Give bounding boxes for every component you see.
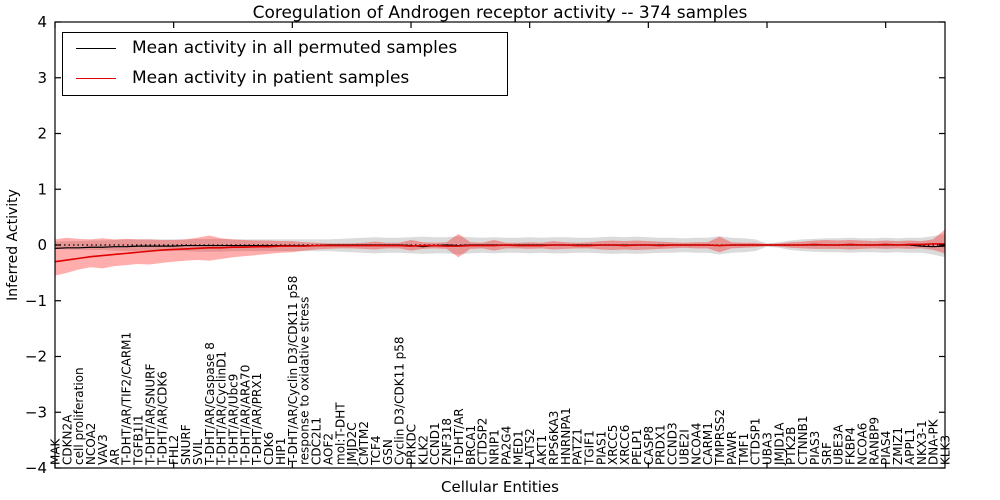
x-category-label: ZNF318 xyxy=(440,418,454,465)
x-category-label: PRKDC xyxy=(405,424,419,465)
x-category-label: T-DHT/AR/PRX1 xyxy=(250,373,264,466)
x-category-label: FKBP4 xyxy=(844,427,858,465)
x-category-label: HIP1 xyxy=(274,438,288,465)
patient-range-band xyxy=(55,229,945,276)
x-category-label: RPS6KA3 xyxy=(547,411,561,465)
x-category-label: T-DHT/AR/SNURF xyxy=(143,364,157,467)
x-category-label: MED1 xyxy=(511,430,525,465)
x-category-label: TGFB1I1 xyxy=(132,414,146,466)
x-category-label: NCOA4 xyxy=(689,423,703,465)
y-tick-label: 2 xyxy=(37,125,47,143)
x-category-label: T-DHT/AR/CyclinD1 xyxy=(215,351,229,466)
x-category-label: GSN xyxy=(381,439,395,465)
x-category-label: PIAS1 xyxy=(594,431,608,465)
x-category-label: XRCC6 xyxy=(618,425,632,465)
x-category-label: T-DHT/AR/Cyclin D3/CDK11 p58 xyxy=(286,276,300,466)
x-category-label: XRCC5 xyxy=(606,425,620,465)
x-category-label: AKT1 xyxy=(535,435,549,465)
x-category-label: cell proliferation xyxy=(72,367,86,465)
x-category-label: CDC2L1 xyxy=(310,417,324,465)
x-category-label: PAWR xyxy=(725,431,739,465)
x-category-label: APPL1 xyxy=(903,428,917,465)
x-category-label: ZMIZ1 xyxy=(891,427,905,465)
x-category-label: CTDSP2 xyxy=(476,418,490,465)
x-category-label: CMTM2 xyxy=(357,421,371,465)
x-category-label: CCND1 xyxy=(428,422,442,465)
y-tick-label: 1 xyxy=(37,180,47,198)
x-category-label: NCOA2 xyxy=(84,423,98,465)
x-category-label: T-DHT/AR/ARA70 xyxy=(238,365,252,466)
x-category-label: KLK3 xyxy=(939,435,953,465)
x-category-label: MAK xyxy=(49,437,63,465)
x-category-label: DNA-PK xyxy=(927,418,941,465)
x-category-label: AR xyxy=(108,448,122,465)
legend-entry-patient: Mean activity in patient samples xyxy=(63,63,507,93)
x-category-label: PA2G4 xyxy=(499,426,513,465)
x-category-label: JMJD2C xyxy=(345,422,359,466)
legend: Mean activity in all permuted samples Me… xyxy=(62,32,508,96)
x-category-label: PTK2B xyxy=(784,427,798,465)
legend-line-permuted-icon xyxy=(76,47,116,49)
x-category-label: T-DHT/AR/Ubc9 xyxy=(227,374,241,466)
x-category-label: NKX3-1 xyxy=(915,420,929,465)
x-category-label: SRF xyxy=(820,442,834,465)
x-category-label: TMF1 xyxy=(737,433,751,466)
x-category-label: LATS2 xyxy=(523,428,537,465)
y-tick-label: −4 xyxy=(25,459,47,477)
x-category-label: SVIL xyxy=(191,439,205,465)
x-category-label: JMJD1A xyxy=(772,422,786,466)
x-category-label: response to oxidative stress xyxy=(298,297,312,465)
x-category-label: CCND3 xyxy=(666,422,680,465)
x-category-label: SNURF xyxy=(179,424,193,465)
legend-label-patient: Mean activity in patient samples xyxy=(132,68,410,88)
x-category-label: T-DHT/AR/TIF2/CARM1 xyxy=(120,332,134,466)
x-category-label: mol:T-DHT xyxy=(333,402,347,465)
legend-label-permuted: Mean activity in all permuted samples xyxy=(132,38,458,58)
x-category-label: CARM1 xyxy=(701,422,715,465)
y-tick-label: 3 xyxy=(37,69,47,87)
x-category-label: UBE2I xyxy=(677,429,691,465)
y-tick-label: 0 xyxy=(37,236,47,254)
x-category-label: PIAS3 xyxy=(808,431,822,465)
x-category-label: AOF2 xyxy=(321,433,335,465)
x-category-label: NRIP1 xyxy=(488,429,502,465)
x-category-label: TCF4 xyxy=(369,435,383,466)
x-category-label: T-DHT/AR/CDK6 xyxy=(155,371,169,466)
x-axis-label: Cellular Entities xyxy=(441,478,559,496)
x-category-label: CTNNB1 xyxy=(796,415,810,465)
x-category-label: VAV3 xyxy=(96,434,110,465)
x-category-label: PIAS4 xyxy=(879,431,893,465)
legend-entry-permuted: Mean activity in all permuted samples xyxy=(63,33,507,63)
x-category-label: RANBP9 xyxy=(867,417,881,465)
x-category-label: TGIF1 xyxy=(583,430,597,466)
x-category-label: TMPRSS2 xyxy=(713,409,727,466)
legend-line-patient-icon xyxy=(76,77,116,79)
x-category-label: KLK2 xyxy=(416,435,430,465)
x-category-label: T-DHT/AR xyxy=(452,408,466,466)
x-category-label: UBA3 xyxy=(761,432,775,465)
y-tick-label: −2 xyxy=(25,348,47,366)
y-tick-label: −3 xyxy=(25,403,47,421)
x-category-label: Cyclin D3/CDK11 p58 xyxy=(393,336,407,465)
x-category-label: CASP8 xyxy=(642,426,656,465)
series-line-patient xyxy=(54,243,945,263)
y-axis-label: Inferred Activity xyxy=(5,189,21,301)
x-category-label: PATZ1 xyxy=(571,428,585,465)
x-category-label: HNRNPA1 xyxy=(559,407,573,465)
x-category-label: BRCA1 xyxy=(464,425,478,465)
x-category-label: NCOA6 xyxy=(855,423,869,465)
x-category-label: PRDX1 xyxy=(654,424,668,465)
x-category-label: CDKN2A xyxy=(60,414,74,465)
x-category-label: FHL2 xyxy=(167,435,181,465)
y-tick-label: 4 xyxy=(37,13,47,31)
x-category-label: PELP1 xyxy=(630,429,644,465)
x-category-label: CDK6 xyxy=(262,432,276,465)
y-tick-label: −1 xyxy=(25,292,47,310)
chart-title: Coregulation of Androgen receptor activi… xyxy=(252,3,748,23)
x-category-label: T-DHT/AR/Caspase 8 xyxy=(203,342,217,466)
x-category-label: CTDSP1 xyxy=(749,418,763,465)
x-category-label: UBE3A xyxy=(832,424,846,465)
